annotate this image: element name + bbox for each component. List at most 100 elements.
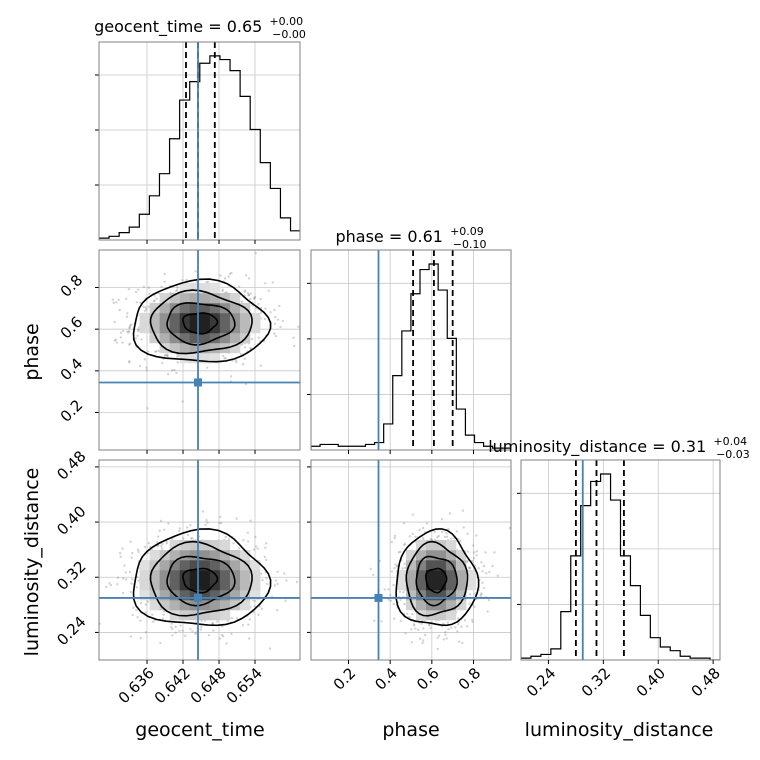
sample-point bbox=[127, 330, 131, 333]
density-cell bbox=[456, 560, 467, 571]
sample-point bbox=[181, 279, 184, 282]
density-cell bbox=[189, 540, 201, 551]
density-cell bbox=[199, 322, 211, 334]
sample-point bbox=[121, 547, 124, 550]
sample-point bbox=[114, 338, 118, 341]
density-cell bbox=[229, 322, 241, 334]
sample-point bbox=[496, 574, 499, 577]
sample-point bbox=[274, 334, 278, 338]
sample-point bbox=[243, 346, 247, 349]
sample-point bbox=[119, 555, 122, 558]
sample-point bbox=[471, 618, 474, 622]
sample-point bbox=[224, 535, 227, 539]
panel-luminosity_distance-luminosity_distance: 0.24 0.32 0.40 0.48 bbox=[517, 459, 724, 700]
sample-point bbox=[418, 637, 422, 640]
sample-point bbox=[163, 272, 166, 276]
sample-point bbox=[162, 613, 165, 617]
sample-point bbox=[132, 606, 135, 609]
sample-point bbox=[124, 571, 128, 574]
sample-point bbox=[119, 336, 122, 339]
sample-point bbox=[204, 523, 207, 527]
density-cell bbox=[240, 560, 251, 571]
sample-point bbox=[244, 274, 248, 277]
sample-point bbox=[399, 598, 402, 602]
density-cell bbox=[189, 570, 201, 581]
sample-point bbox=[414, 627, 417, 630]
sample-point bbox=[242, 539, 245, 542]
density-cell bbox=[189, 282, 201, 294]
sample-point bbox=[221, 289, 224, 293]
density-cell bbox=[149, 322, 160, 334]
sample-point bbox=[148, 292, 151, 295]
sample-point bbox=[212, 629, 215, 632]
x-tick-label-geocent_time: 0.636 bbox=[115, 664, 158, 707]
sample-point bbox=[121, 341, 124, 344]
sample-point bbox=[249, 346, 252, 350]
x-tick-label-phase: 0.6 bbox=[413, 664, 443, 694]
sample-point bbox=[421, 641, 424, 645]
sample-point bbox=[271, 281, 274, 284]
sample-point bbox=[216, 620, 219, 623]
sample-point bbox=[162, 610, 166, 613]
sample-point bbox=[411, 513, 415, 516]
sample-point bbox=[480, 592, 483, 595]
density-cell bbox=[149, 312, 160, 324]
density-cell bbox=[199, 580, 211, 591]
sample-point bbox=[393, 567, 396, 570]
sample-point bbox=[411, 612, 414, 616]
density-cell bbox=[179, 352, 191, 364]
sample-point bbox=[119, 331, 123, 334]
sample-point bbox=[253, 295, 257, 299]
sample-point bbox=[241, 623, 245, 627]
sample-point bbox=[223, 357, 226, 360]
density-cell bbox=[466, 570, 477, 581]
sample-point bbox=[440, 517, 444, 521]
density-cell bbox=[199, 342, 211, 354]
sample-point bbox=[422, 627, 425, 630]
sample-point bbox=[186, 533, 190, 537]
truth-marker bbox=[374, 593, 383, 602]
density-cell bbox=[416, 600, 427, 611]
density-cell bbox=[209, 610, 221, 621]
sample-point bbox=[246, 291, 250, 295]
sample-point bbox=[178, 527, 182, 530]
sample-point bbox=[392, 617, 396, 620]
density-cell bbox=[209, 282, 221, 294]
sample-point bbox=[218, 637, 222, 640]
sample-point bbox=[219, 521, 223, 525]
sample-point bbox=[263, 555, 267, 559]
sample-point bbox=[256, 547, 259, 550]
sample-point bbox=[408, 615, 411, 619]
sample-point bbox=[383, 588, 386, 591]
density-cell bbox=[179, 312, 191, 324]
density-cell bbox=[240, 590, 251, 601]
sample-point bbox=[116, 576, 120, 579]
density-cell bbox=[139, 570, 150, 581]
density-cell bbox=[219, 600, 231, 611]
sample-point bbox=[207, 633, 211, 637]
sample-point bbox=[466, 625, 469, 628]
sample-point bbox=[484, 571, 488, 575]
density-cell bbox=[209, 560, 221, 571]
sample-point bbox=[144, 306, 147, 309]
contour-1 bbox=[166, 302, 236, 346]
sample-point bbox=[249, 297, 252, 301]
density-cell bbox=[189, 550, 201, 561]
sample-point bbox=[249, 292, 252, 295]
sample-point bbox=[201, 510, 205, 513]
sample-point bbox=[269, 311, 272, 314]
density-cell bbox=[139, 590, 150, 601]
density-cell bbox=[456, 570, 467, 581]
panel-frame bbox=[520, 459, 721, 661]
contour-0 bbox=[182, 312, 219, 335]
truth-marker bbox=[194, 593, 202, 602]
sample-point bbox=[142, 285, 146, 288]
density-cell bbox=[199, 610, 211, 621]
sample-point bbox=[276, 318, 280, 321]
sample-point bbox=[276, 582, 279, 586]
sample-point bbox=[469, 566, 472, 569]
sample-point bbox=[219, 274, 222, 277]
density-cell bbox=[406, 550, 417, 561]
sample-point bbox=[445, 532, 448, 535]
density-cell bbox=[219, 560, 231, 571]
